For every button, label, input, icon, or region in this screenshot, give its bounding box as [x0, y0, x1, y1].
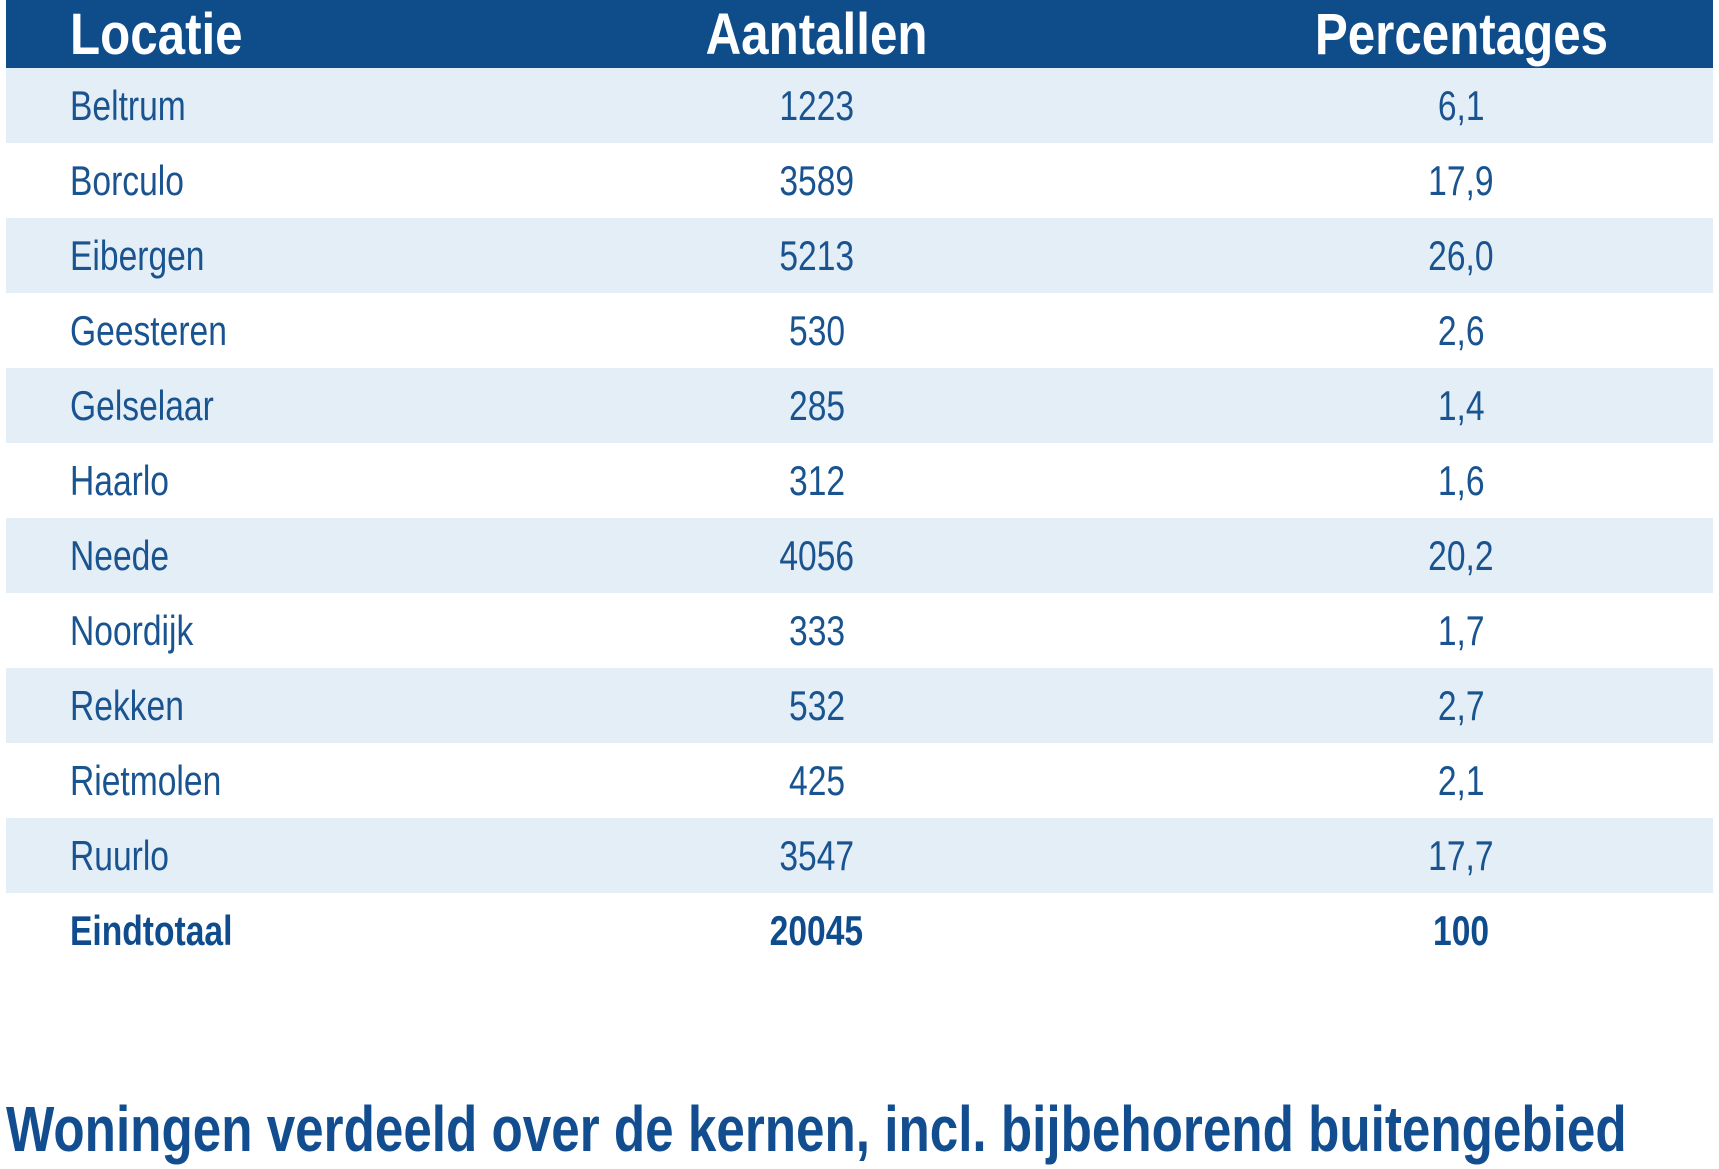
column-header-locatie: Locatie — [6, 0, 425, 68]
table-header: Locatie Aantallen Percentages — [6, 0, 1713, 68]
cell-locatie: Eibergen — [70, 231, 205, 279]
cell-percentage: 2,7 — [1437, 681, 1485, 729]
table-body: Beltrum 1223 6,1 Borculo 3589 17,9 Eiber… — [6, 68, 1713, 968]
cell-locatie: Borculo — [70, 156, 184, 204]
cell-percentage: 17,9 — [1428, 156, 1494, 204]
cell-locatie: Rietmolen — [70, 756, 222, 804]
cell-percentage: 2,1 — [1437, 756, 1485, 804]
cell-total-aantal: 20045 — [424, 893, 1210, 968]
column-header-aantallen: Aantallen — [424, 0, 1210, 68]
cell-percentage: 1,4 — [1437, 381, 1485, 429]
cell-locatie: Haarlo — [70, 456, 169, 504]
cell-aantal: 532 — [788, 681, 845, 729]
cell-aantal: 5213 — [779, 231, 855, 279]
cell-locatie: Beltrum — [70, 81, 186, 129]
cell-aantal: 1223 — [779, 81, 855, 129]
cell-total-percentage: 100 — [1209, 893, 1713, 968]
cell-percentage: 20,2 — [1428, 531, 1494, 579]
cell-percentage: 1,6 — [1437, 456, 1485, 504]
table-row: Ruurlo 3547 17,7 — [6, 818, 1713, 893]
cell-locatie: Neede — [70, 531, 170, 579]
locations-table: Locatie Aantallen Percentages Beltrum 12… — [6, 0, 1713, 968]
table-caption: Woningen verdeeld over de kernen, incl. … — [6, 1093, 1627, 1165]
column-header-percentages: Percentages — [1209, 0, 1713, 68]
table-row: Rekken 532 2,7 — [6, 668, 1713, 743]
table-row: Borculo 3589 17,9 — [6, 143, 1713, 218]
cell-total-label: Eindtotaal — [6, 893, 425, 968]
table-row: Rietmolen 425 2,1 — [6, 743, 1713, 818]
cell-aantal: 3547 — [779, 831, 855, 879]
cell-aantal: 285 — [788, 381, 845, 429]
table-row: Haarlo 312 1,6 — [6, 443, 1713, 518]
cell-locatie: Geesteren — [70, 306, 227, 354]
table-row: Eibergen 5213 26,0 — [6, 218, 1713, 293]
cell-aantal: 425 — [788, 756, 845, 804]
cell-aantal: 312 — [788, 456, 845, 504]
cell-aantal: 4056 — [779, 531, 855, 579]
cell-locatie: Ruurlo — [70, 831, 169, 879]
cell-locatie: Noordijk — [70, 606, 194, 654]
cell-percentage: 1,7 — [1437, 606, 1485, 654]
table-row: Beltrum 1223 6,1 — [6, 68, 1713, 143]
cell-locatie: Gelselaar — [70, 381, 214, 429]
cell-percentage: 2,6 — [1437, 306, 1485, 354]
cell-locatie: Rekken — [70, 681, 184, 729]
table-row: Geesteren 530 2,6 — [6, 293, 1713, 368]
cell-percentage: 6,1 — [1437, 81, 1485, 129]
cell-percentage: 26,0 — [1428, 231, 1494, 279]
header-row: Locatie Aantallen Percentages — [6, 0, 1713, 68]
cell-aantal: 530 — [788, 306, 845, 354]
cell-aantal: 3589 — [779, 156, 855, 204]
cell-aantal: 333 — [788, 606, 845, 654]
table-row: Neede 4056 20,2 — [6, 518, 1713, 593]
table-row: Gelselaar 285 1,4 — [6, 368, 1713, 443]
cell-percentage: 17,7 — [1428, 831, 1494, 879]
table-row: Noordijk 333 1,7 — [6, 593, 1713, 668]
table-total-row: Eindtotaal 20045 100 — [6, 893, 1713, 968]
